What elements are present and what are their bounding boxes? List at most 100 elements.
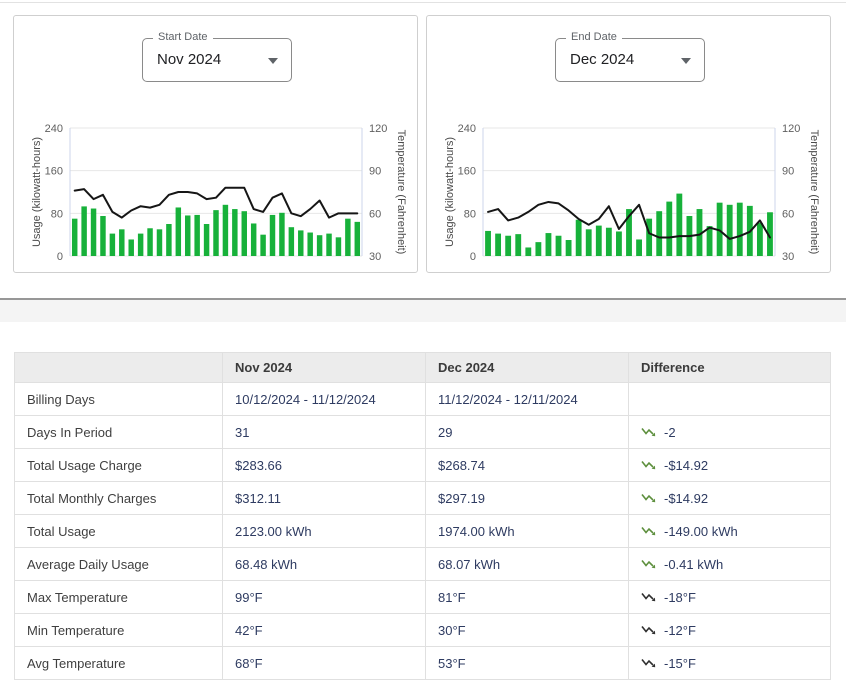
- difference-cell: -18°F: [628, 580, 831, 614]
- svg-text:240: 240: [458, 123, 476, 135]
- right-axis-title: Temperature (Fahrenheit): [395, 130, 407, 255]
- nov-value-cell: 68.48 kWh: [222, 547, 426, 581]
- svg-text:60: 60: [369, 208, 381, 220]
- difference-value: -18°F: [664, 589, 696, 605]
- nov-value-cell: 31: [222, 415, 426, 449]
- difference-cell: -$14.92: [628, 481, 831, 515]
- dec-value-cell: 30°F: [425, 613, 629, 647]
- chevron-down-icon: [268, 58, 278, 64]
- dec-value-cell: 68.07 kWh: [425, 547, 629, 581]
- trend-down-icon: [641, 428, 656, 437]
- svg-text:60: 60: [782, 208, 794, 220]
- nov-value-cell: 2123.00 kWh: [222, 514, 426, 548]
- start-date-select-label: Start Date: [153, 31, 213, 43]
- difference-value: -12°F: [664, 622, 696, 638]
- dec-value-cell: 29: [425, 415, 629, 449]
- svg-text:0: 0: [470, 251, 476, 263]
- dec-value-cell: 11/12/2024 - 12/11/2024: [425, 382, 629, 416]
- difference-cell: -149.00 kWh: [628, 514, 831, 548]
- difference-cell: -0.41 kWh: [628, 547, 831, 581]
- row-label-cell: Total Usage Charge: [14, 448, 223, 482]
- section-divider: [0, 298, 846, 322]
- dec-value-cell: 81°F: [425, 580, 629, 614]
- svg-text:0: 0: [57, 251, 63, 263]
- svg-text:30: 30: [782, 251, 794, 263]
- svg-text:120: 120: [369, 123, 387, 135]
- trend-down-icon: [641, 461, 656, 470]
- table-row: Average Daily Usage 68.48 kWh 68.07 kWh -0.…: [14, 547, 831, 581]
- chart-panels: Start Date Nov 2024 0 30 80 60 160 90 240 120 Us…: [13, 15, 831, 273]
- usage-bars: [71, 204, 361, 256]
- table-row: Total Monthly Charges $312.11 $297.19 -$14.…: [14, 481, 831, 515]
- dec-value-cell: 1974.00 kWh: [425, 514, 629, 548]
- svg-text:80: 80: [464, 208, 476, 220]
- end-date-panel: End Date Dec 2024 0 30 80 60 160 90 240 120 Usag…: [426, 15, 831, 273]
- difference-cell: -2: [628, 415, 831, 449]
- svg-text:30: 30: [369, 251, 381, 263]
- svg-text:80: 80: [51, 208, 63, 220]
- difference-value: -0.41 kWh: [664, 556, 724, 572]
- table-header-cell: Dec 2024: [425, 352, 629, 383]
- dec-value-cell: $297.19: [425, 481, 629, 515]
- start-date-panel: Start Date Nov 2024 0 30 80 60 160 90 240 120 Us…: [13, 15, 418, 273]
- nov-value-cell: 10/12/2024 - 11/12/2024: [222, 382, 426, 416]
- table-header-cell: Nov 2024: [222, 352, 426, 383]
- row-label-cell: Total Monthly Charges: [14, 481, 223, 515]
- trend-down-icon: [641, 494, 656, 503]
- left-axis-title: Usage (kilowatt-hours): [31, 137, 43, 247]
- table-row: Total Usage 2123.00 kWh 1974.00 kWh -149.00…: [14, 514, 831, 548]
- row-label-cell: Billing Days: [14, 382, 223, 416]
- usage-bars: [485, 193, 773, 256]
- difference-value: -149.00 kWh: [664, 523, 738, 539]
- row-label-cell: Average Daily Usage: [14, 547, 223, 581]
- row-label-cell: Total Usage: [14, 514, 223, 548]
- trend-down-icon: [641, 659, 656, 668]
- start-month-chart: 0 30 80 60 160 90 240 120 Usage (kilowatt-hours)…: [14, 112, 417, 274]
- difference-cell: -15°F: [628, 646, 831, 680]
- table-row: Days In Period 31 29 -2: [14, 415, 831, 449]
- right-axis-title: Temperature (Fahrenheit): [808, 130, 820, 255]
- end-date-select[interactable]: End Date Dec 2024: [555, 31, 705, 82]
- table-row: Total Usage Charge $283.66 $268.74 -$14.92: [14, 448, 831, 482]
- end-date-select-label: End Date: [566, 31, 622, 43]
- start-date-select[interactable]: Start Date Nov 2024: [142, 31, 292, 82]
- trend-down-icon: [641, 593, 656, 602]
- svg-text:120: 120: [782, 123, 800, 135]
- row-label-cell: Max Temperature: [14, 580, 223, 614]
- table-header-row: Nov 2024 Dec 2024 Difference: [14, 352, 831, 383]
- nov-value-cell: 68°F: [222, 646, 426, 680]
- svg-text:240: 240: [45, 123, 63, 135]
- table-header-cell: [14, 352, 223, 383]
- usage-temperature-chart-start: 0 30 80 60 160 90 240 120 Usage (kilowatt-hours)…: [31, 123, 407, 263]
- nov-value-cell: $312.11: [222, 481, 426, 515]
- end-date-select-value: Dec 2024: [570, 51, 635, 68]
- top-divider: [0, 2, 846, 3]
- nov-value-cell: 42°F: [222, 613, 426, 647]
- row-label-cell: Avg Temperature: [14, 646, 223, 680]
- nov-value-cell: 99°F: [222, 580, 426, 614]
- svg-text:160: 160: [458, 166, 476, 178]
- end-month-chart: 0 30 80 60 160 90 240 120 Usage (kilowatt-hours)…: [427, 112, 830, 274]
- left-axis-title: Usage (kilowatt-hours): [444, 137, 456, 247]
- table-row: Max Temperature 99°F 81°F -18°F: [14, 580, 831, 614]
- difference-cell: -$14.92: [628, 448, 831, 482]
- trend-down-icon: [641, 560, 656, 569]
- table-row: Billing Days 10/12/2024 - 11/12/2024 11/12…: [14, 382, 831, 416]
- svg-text:90: 90: [369, 166, 381, 178]
- row-label-cell: Days In Period: [14, 415, 223, 449]
- svg-text:90: 90: [782, 166, 794, 178]
- difference-value: -15°F: [664, 655, 696, 671]
- difference-cell: [628, 382, 831, 416]
- table-row: Avg Temperature 68°F 53°F -15°F: [14, 646, 831, 680]
- trend-down-icon: [641, 626, 656, 635]
- nov-value-cell: $283.66: [222, 448, 426, 482]
- usage-temperature-chart-end: 0 30 80 60 160 90 240 120 Usage (kilowatt-hours)…: [444, 123, 820, 263]
- svg-text:160: 160: [45, 166, 63, 178]
- table-header-cell: Difference: [628, 352, 831, 383]
- difference-cell: -12°F: [628, 613, 831, 647]
- table-row: Min Temperature 42°F 30°F -12°F: [14, 613, 831, 647]
- chevron-down-icon: [681, 58, 691, 64]
- temperature-line: [487, 200, 771, 240]
- difference-value: -2: [664, 424, 676, 440]
- start-date-select-value: Nov 2024: [157, 51, 222, 68]
